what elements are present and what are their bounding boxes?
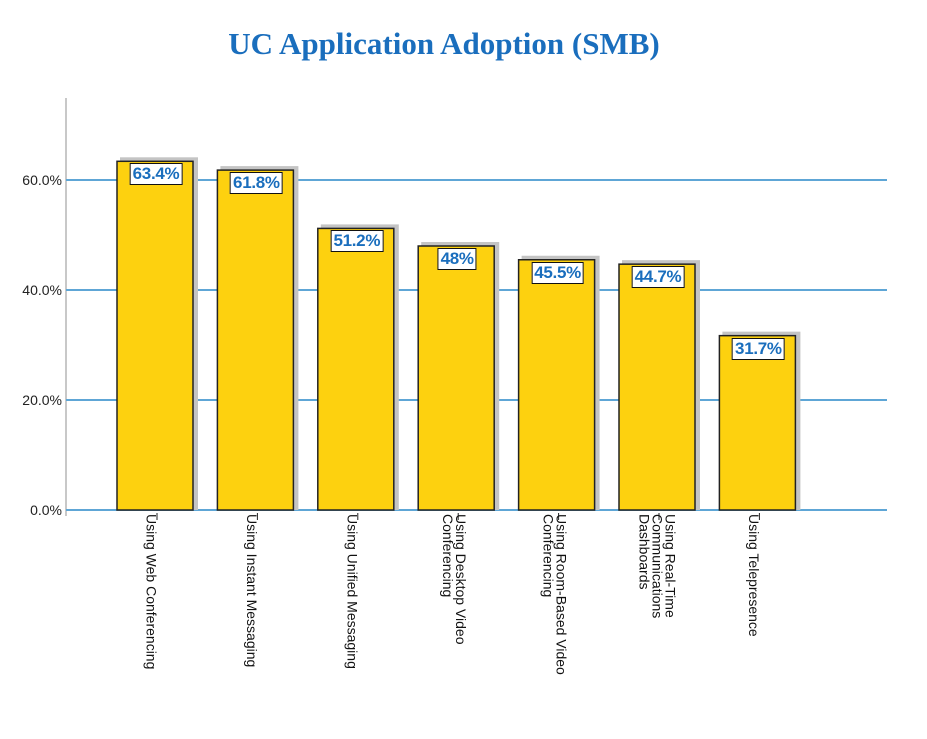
bar xyxy=(116,160,194,511)
x-tick-label: Using Room-Based Video Conferencing xyxy=(540,514,570,675)
data-label: 44.7% xyxy=(631,266,685,289)
bar xyxy=(216,169,295,511)
bar xyxy=(618,263,696,511)
x-tick-label: Using Unified Messaging xyxy=(344,514,361,669)
data-label: 51.2% xyxy=(330,230,384,253)
y-tick-label: 40.0% xyxy=(22,282,62,298)
bar xyxy=(718,334,797,511)
bar xyxy=(317,227,395,511)
x-tick-label: Using Real-Time Communications Dashboard… xyxy=(636,514,679,619)
bar xyxy=(417,245,495,511)
chart-title: UC Application Adoption (SMB) xyxy=(228,26,660,61)
y-tick-label: 60.0% xyxy=(22,172,62,188)
x-tick-label: Using Instant Messaging xyxy=(243,514,260,668)
data-label: 45.5% xyxy=(531,261,584,284)
data-label: 63.4% xyxy=(129,163,183,186)
y-tick-label: 20.0% xyxy=(22,392,62,408)
x-tick-label: Using Web Conferencing xyxy=(143,514,160,670)
y-tick-label: 0.0% xyxy=(30,502,62,518)
x-tick-label: Using Telepresence xyxy=(745,514,762,637)
data-label: 31.7% xyxy=(732,337,785,360)
bar xyxy=(517,259,596,511)
data-label: 61.8% xyxy=(230,172,283,195)
data-label: 48% xyxy=(437,248,477,270)
x-tick-label: Using Desktop Video Conferencing xyxy=(440,514,470,645)
